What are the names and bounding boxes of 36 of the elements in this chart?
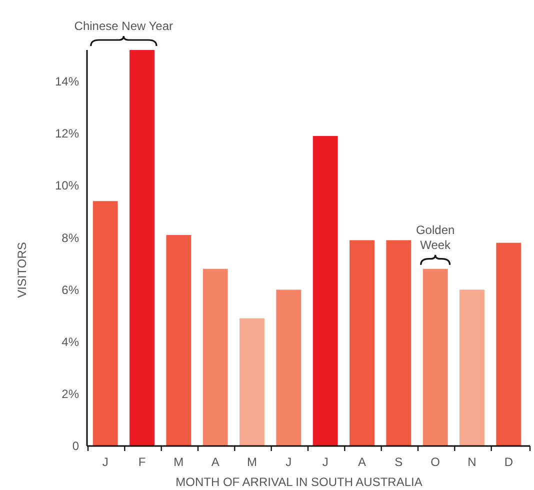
bar xyxy=(240,318,264,446)
bar xyxy=(202,268,228,446)
bar xyxy=(276,290,302,446)
x-axis-title: MONTH OF ARRIVAL IN SOUTH AUSTRALIA xyxy=(176,475,422,489)
bar xyxy=(386,240,412,446)
bar xyxy=(166,234,192,446)
x-tick-label: A xyxy=(358,455,366,469)
y-tick-label: 8% xyxy=(62,230,80,245)
text: Chinese New Year xyxy=(74,19,174,33)
x-tick-label: J xyxy=(102,455,108,469)
y-tick-label: 2% xyxy=(62,387,80,402)
bar xyxy=(460,290,484,446)
annotation: Golden Week xyxy=(416,222,455,252)
x-tick-label: A xyxy=(211,455,220,469)
x-tick-label: O xyxy=(430,455,440,469)
y-tick-label: 6% xyxy=(62,282,80,297)
y-tick-label: 14% xyxy=(54,74,80,88)
x-tick-label: D xyxy=(504,455,514,469)
bar xyxy=(496,242,522,446)
bar xyxy=(312,136,338,446)
x-tick-label: J xyxy=(322,455,328,469)
bar xyxy=(350,240,374,446)
bar xyxy=(130,50,154,446)
bar xyxy=(92,201,118,446)
x-tick-label: N xyxy=(468,455,476,469)
x-tick-label: S xyxy=(394,455,403,469)
y-axis-title: VISITORS xyxy=(15,242,29,298)
bar xyxy=(422,268,448,446)
x-tick-label: M xyxy=(174,455,184,469)
x-tick-label: F xyxy=(138,455,146,469)
x-tick-label: M xyxy=(247,455,257,469)
y-tick-label: 4% xyxy=(62,334,80,349)
x-tick-label: J xyxy=(286,455,292,469)
y-tick-label: 12% xyxy=(54,126,80,141)
y-tick-label: 10% xyxy=(54,178,80,193)
y-tick-label: 0 xyxy=(72,439,80,454)
